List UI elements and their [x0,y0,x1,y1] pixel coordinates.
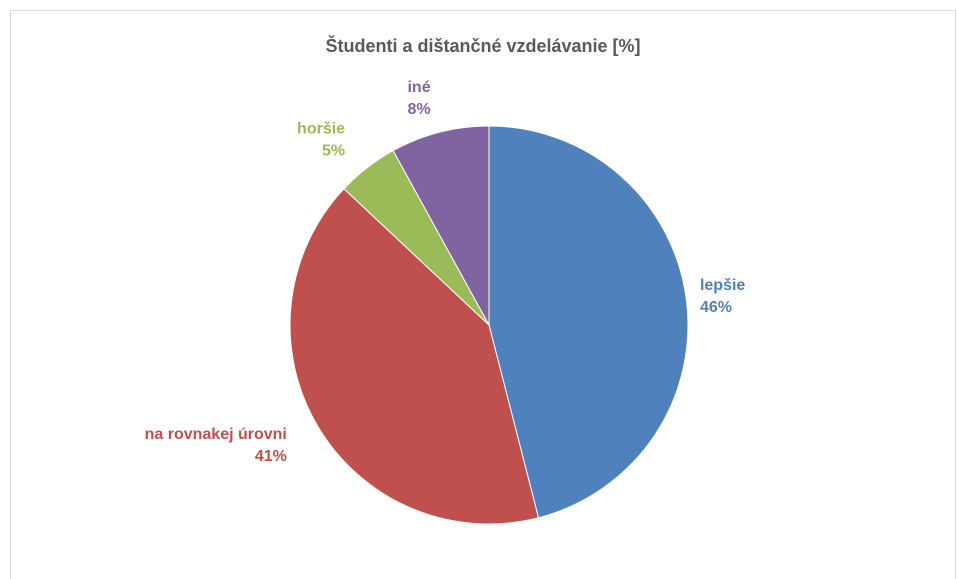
slice-value-label: 8% [407,101,430,118]
pie-slice [488,125,689,519]
slice-label: horšie [297,121,345,138]
slice-value-label: 5% [322,143,345,160]
slice-value-label: 46% [700,299,732,316]
chart-title: Študenti a dištančné vzdelávanie [%] [325,35,640,56]
slice-label: iné [407,79,430,96]
pie-slice [392,125,490,326]
slice-label: lepšie [700,277,745,294]
slice-label: na rovnakej úrovni [145,426,287,443]
pie-slice [289,188,540,525]
slice-value-label: 41% [255,448,287,465]
